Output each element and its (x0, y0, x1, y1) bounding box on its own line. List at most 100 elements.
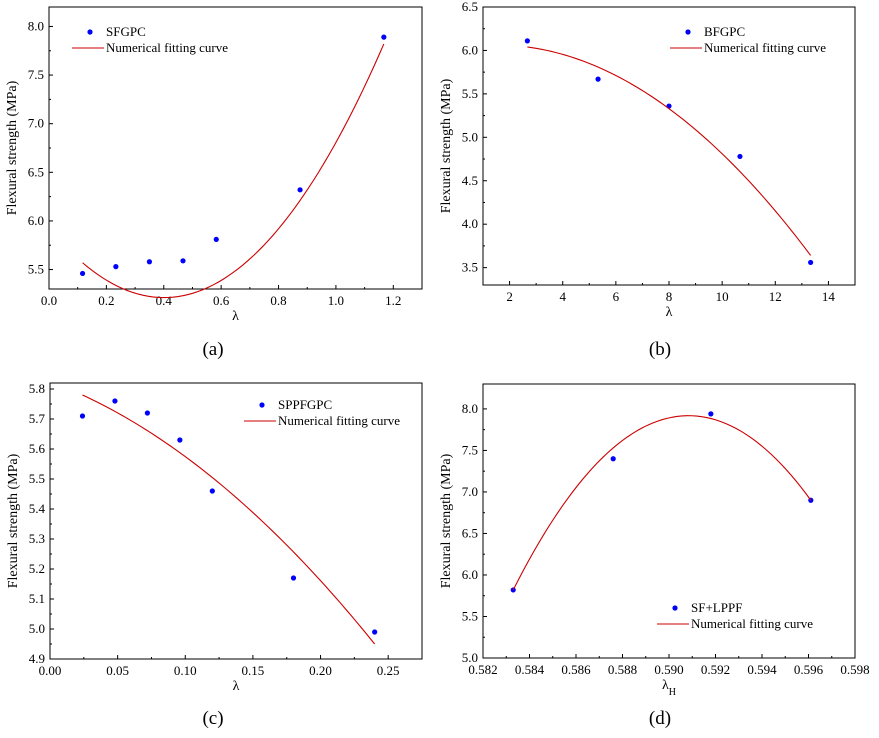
data-point (112, 398, 118, 404)
legend-label-points: SF+LPPF (691, 600, 742, 615)
y-tick-label: 7.0 (462, 484, 478, 499)
legend-label-curve: Numerical fitting curve (691, 616, 813, 631)
y-tick-label: 8.0 (462, 401, 478, 416)
x-tick-label: 0.05 (106, 663, 129, 678)
x-tick-label: 0.2 (98, 293, 114, 308)
y-tick-label: 6.5 (462, 525, 478, 540)
x-tick-label: 1.2 (385, 293, 401, 308)
y-tick-label: 6.0 (28, 213, 44, 228)
y-tick-label: 5.5 (462, 608, 478, 623)
y-tick-label: 5.2 (29, 561, 45, 576)
x-axis-label: λ (232, 309, 239, 324)
legend-marker-points (259, 402, 265, 408)
panel-caption: (c) (202, 708, 223, 729)
y-tick-label: 5.6 (29, 441, 46, 456)
legend-label-curve: Numerical fitting curve (704, 40, 826, 55)
x-tick-label: 0.0 (41, 293, 57, 308)
fitting-curve-line (82, 394, 376, 645)
x-tick-label: 0.590 (654, 662, 683, 677)
y-tick-label: 5.1 (29, 591, 45, 606)
y-tick-label: 5.5 (29, 471, 45, 486)
data-point (144, 410, 150, 416)
x-tick-label: 0.582 (468, 662, 497, 677)
legend-marker-points (685, 29, 691, 35)
x-axis-label: λ (666, 305, 673, 320)
data-point (146, 259, 153, 265)
chart-panel-c: 0.00 0.05 0.10 0.15 0.20 0.25 4.9 5.0 5.1 5.2 5.3 5… (6, 381, 423, 729)
data-point (610, 456, 616, 462)
x-tick-label: 0.586 (561, 662, 591, 677)
x-tick-label: 0.15 (242, 663, 265, 678)
x-tick-label: 0.20 (309, 663, 332, 678)
y-tick-label: 5.0 (462, 129, 478, 144)
y-tick-label: 7.5 (462, 442, 478, 457)
x-tick-label: 0.10 (174, 663, 197, 678)
y-tick-label: 4.9 (29, 651, 45, 666)
x-tick-label: 0.598 (840, 662, 869, 677)
chart-panel-d: 0.582 0.584 0.586 0.588 0.590 0.592 0.594 0.596… (439, 383, 870, 729)
y-tick-label: 5.5 (28, 262, 44, 277)
x-tick-label: 4 (559, 289, 566, 304)
data-point (113, 264, 119, 270)
y-tick-label: 6.0 (462, 42, 478, 57)
x-tick-label: 0.594 (747, 662, 777, 677)
x-tick-label: 0.8 (270, 293, 286, 308)
y-tick-label: 6.5 (462, 0, 478, 14)
panel-caption: (d) (649, 708, 671, 729)
legend-label-points: BFGPC (704, 24, 745, 39)
data-point (177, 437, 183, 443)
chart-panel-b: 2 4 6 8 10 12 14 3.5 4.0 4.5 5.0 5.5 6.0 6.5 λ Flexural… (439, 0, 856, 360)
data-point (372, 629, 378, 635)
x-tick-label: 12 (769, 289, 782, 304)
data-point (524, 38, 530, 44)
data-point (595, 76, 601, 82)
legend-label-curve: Numerical fitting curve (106, 40, 228, 55)
x-tick-label: 14 (822, 289, 836, 304)
y-tick-label: 5.4 (29, 501, 46, 516)
x-tick-label: 0.00 (39, 663, 62, 678)
y-tick-label: 7.0 (28, 116, 44, 131)
x-tick-label: 0.4 (156, 293, 173, 308)
y-axis-label: Flexural strength (MPa) (439, 78, 454, 213)
y-tick-label: 5.8 (29, 381, 45, 396)
x-tick-label: 2 (506, 289, 513, 304)
legend-label-points: SPPFGPC (278, 397, 332, 412)
y-axis-label: Flexural strength (MPa) (5, 80, 20, 215)
plot-frame (49, 382, 423, 660)
data-point (808, 259, 814, 266)
x-tick-label: 0.584 (515, 662, 545, 677)
y-tick-label: 5.0 (29, 621, 45, 636)
y-tick-label: 5.7 (29, 411, 46, 426)
y-tick-label: 5.0 (462, 650, 478, 665)
legend-label-curve: Numerical fitting curve (278, 413, 400, 428)
x-tick-label: 0.6 (213, 293, 230, 308)
x-tick-label: 0.592 (701, 662, 730, 677)
y-tick-label: 5.3 (29, 531, 45, 546)
data-point (708, 411, 714, 417)
data-point (209, 488, 215, 494)
legend-label-points: SFGPC (106, 24, 146, 39)
data-point (381, 34, 387, 40)
x-axis-label: λH (662, 678, 676, 698)
data-point (79, 413, 86, 419)
x-tick-label: 10 (716, 289, 729, 304)
data-point (180, 258, 186, 264)
data-point (297, 187, 303, 193)
legend-marker-points (672, 605, 678, 611)
x-tick-label: 0.25 (377, 663, 400, 678)
y-axis-label: Flexural strength (MPa) (439, 453, 454, 588)
fitting-curve-line (527, 46, 812, 256)
panel-caption: (b) (649, 339, 671, 360)
x-tick-label: 0.596 (794, 662, 824, 677)
y-tick-label: 6.0 (462, 567, 478, 582)
x-tick-label: 6 (613, 289, 620, 304)
data-point (79, 270, 86, 277)
data-point (737, 153, 743, 160)
y-axis-label: Flexural strength (MPa) (6, 453, 21, 588)
fitting-curve-line (82, 43, 385, 299)
y-tick-label: 5.5 (462, 86, 478, 101)
y-tick-label: 3.5 (462, 260, 478, 275)
